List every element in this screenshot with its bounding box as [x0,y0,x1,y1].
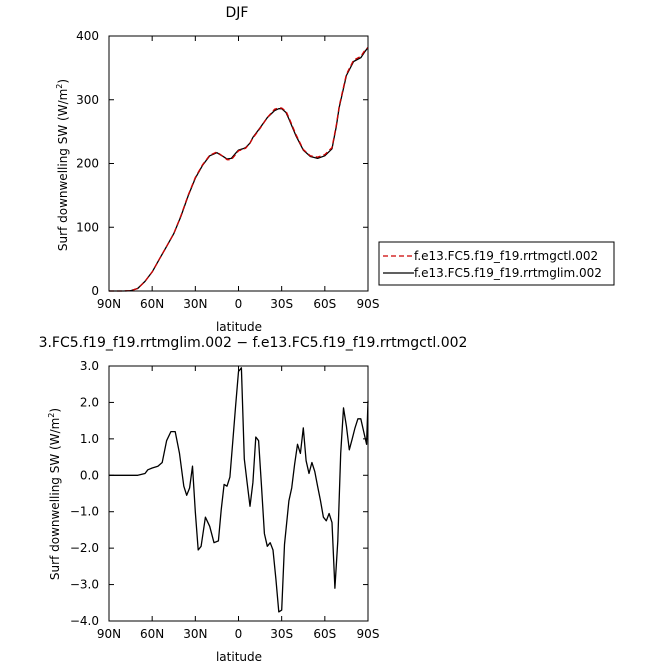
bottom-series-line-0 [109,367,369,613]
top-title: DJF [226,5,249,21]
bottom-plot-frame [108,365,369,622]
bottom-ylabel: Surf downwelling SW (W/m2) [47,408,62,580]
bottom-ytick-label: −2.0 [70,541,99,555]
bottom-ytick-label: 3.0 [80,359,99,373]
bottom-xtick-label: 0 [235,627,243,641]
legend: f.e13.FC5.f19_f19.rrtmgctl.002 f.e13.FC5… [378,241,615,286]
top-ylabel: Surf downwelling SW (W/m2) [55,79,70,251]
legend-label-lim: f.e13.FC5.f19_f19.rrtmglim.002 [414,266,602,280]
top-ytick-label: 0 [91,284,99,298]
bottom-ylabel-close: ) [48,408,62,413]
legend-label-ctl: f.e13.FC5.f19_f19.rrtmgctl.002 [414,249,598,263]
top-plot-frame [108,35,369,292]
top-series [109,47,369,292]
bottom-xlabel: latitude [216,650,262,664]
bottom-xtick-label: 30S [270,627,293,641]
top-xlabel: latitude [216,320,262,334]
bottom-xtick-label: 60S [313,627,336,641]
legend-box [378,241,615,286]
top-xtick-label: 90N [97,297,121,311]
bottom-xtick-label: 60N [140,627,164,641]
top-xtick-label: 60N [140,297,164,311]
bottom-xtick-label: 30N [183,627,207,641]
top-xtick-label: 60S [313,297,336,311]
top-panel: DJF 90N 60N 30N 0 30S 60S 90S 0 100 200 300 400 lat… [55,5,615,334]
top-ytick-label: 300 [76,93,99,107]
top-ylabel-main: Surf downwelling SW (W/m [56,89,70,251]
bottom-xtick-label: 90N [97,627,121,641]
top-ylabel-close: ) [56,79,70,84]
bottom-ytick-label: 1.0 [80,432,99,446]
top-xtick-label: 90S [357,297,380,311]
top-xtick-label: 30S [270,297,293,311]
bottom-ytick-label: 0.0 [80,468,99,482]
bottom-ytick-label: 2.0 [80,395,99,409]
bottom-axes: 90N 60N 30N 0 30S 60S 90S −4.0 −3.0 −2.0 −1.0 0.0 1.… [70,359,380,641]
top-ytick-label: 200 [76,157,99,171]
top-xtick-label: 30N [183,297,207,311]
top-xtick-label: 0 [235,297,243,311]
bottom-title: 3.FC5.f19_f19.rrtmglim.002 − f.e13.FC5.f… [39,335,468,351]
top-ytick-label: 100 [76,220,99,234]
top-ylabel-sup: 2 [55,84,64,89]
top-ytick-label: 400 [76,29,99,43]
bottom-ytick-label: −1.0 [70,505,99,519]
bottom-series [109,367,369,613]
bottom-xtick-label: 90S [357,627,380,641]
bottom-ytick-label: −4.0 [70,614,99,628]
bottom-ytick-label: −3.0 [70,578,99,592]
bottom-ylabel-sup: 2 [47,413,56,418]
bottom-panel: 3.FC5.f19_f19.rrtmglim.002 − f.e13.FC5.f… [39,335,468,664]
top-axes: 90N 60N 30N 0 30S 60S 90S 0 100 200 300 400 [76,29,379,311]
top-series-line-0 [109,47,369,292]
bottom-ylabel-main: Surf downwelling SW (W/m [48,418,62,580]
top-series-line-1 [109,47,369,292]
